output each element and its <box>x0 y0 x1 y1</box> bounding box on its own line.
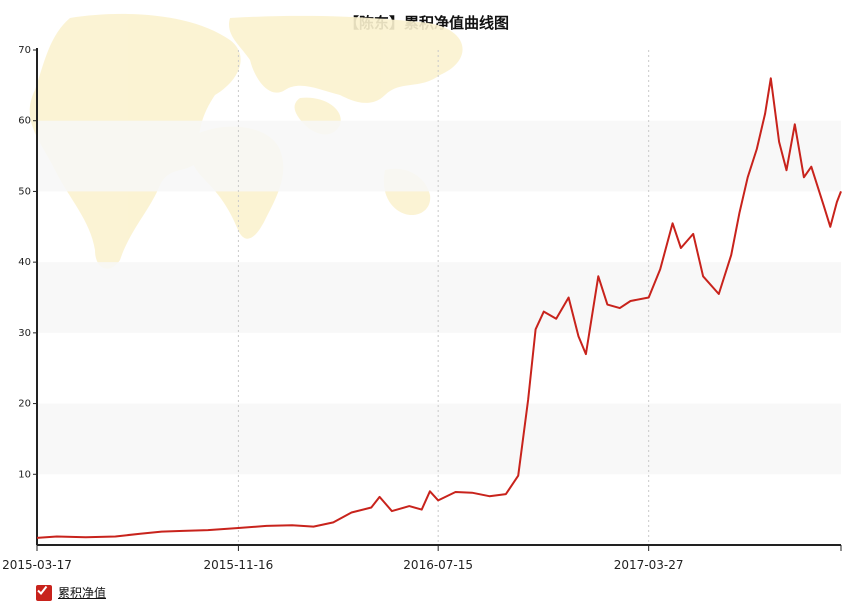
legend-label[interactable]: 累积净值 <box>58 586 107 600</box>
grid-band <box>37 120 841 192</box>
y-tick-label: 20 <box>18 399 31 410</box>
grid-bands <box>37 120 841 475</box>
x-axis-ticks: 2015-03-17 2015-11-16 2016-07-15 2017-03-27 <box>2 545 842 572</box>
y-tick-label: 10 <box>18 469 31 480</box>
grid-band <box>37 403 841 475</box>
x-tick-label: 2015-03-17 <box>2 558 72 572</box>
axes <box>36 48 841 546</box>
y-tick-label: 40 <box>18 257 31 268</box>
x-tick-label: 2017-03-27 <box>614 558 684 572</box>
x-tick-label: 2015-11-16 <box>204 558 274 572</box>
grid-band <box>37 262 841 333</box>
x-tick-label: 2016-07-15 <box>403 558 473 572</box>
series-line-cumulative-nav <box>36 77 842 539</box>
legend-item-cumulative-nav[interactable]: 累积净值 <box>36 584 106 601</box>
y-tick-label: 50 <box>18 186 31 197</box>
y-tick-label: 30 <box>18 328 31 339</box>
y-tick-label: 60 <box>18 116 31 127</box>
y-tick-label: 70 <box>18 45 31 56</box>
checkbox-checked-icon[interactable] <box>36 584 52 601</box>
y-axis-ticks: 10 20 30 40 50 60 70 <box>18 45 37 480</box>
